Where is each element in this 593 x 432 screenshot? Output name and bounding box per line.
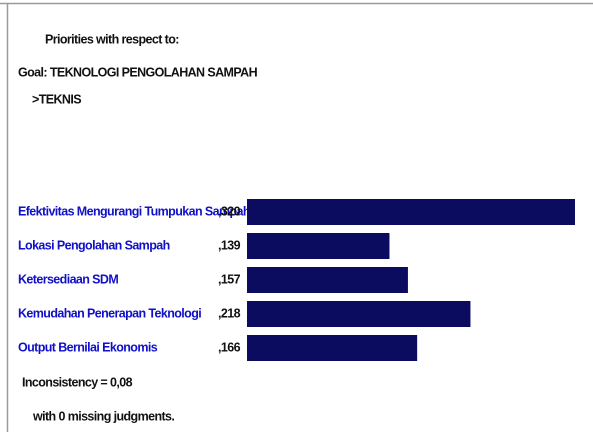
- inconsistency: Inconsistency = 0,08: [22, 375, 133, 389]
- title: Priorities with respect to:: [45, 32, 179, 46]
- category-label: Ketersediaan SDM: [18, 272, 118, 286]
- missing-judgments: with 0 missing judgments.: [32, 409, 174, 423]
- category-label: Efektivitas Mengurangi Tumpukan Sampah: [18, 204, 250, 218]
- value-label: ,139: [218, 238, 241, 252]
- bar: [247, 233, 390, 259]
- value-label: ,157: [218, 272, 241, 286]
- category-label: Output Bernilai Ekonomis: [18, 340, 158, 354]
- goal-line: Goal: TEKNOLOGI PENGOLAHAN SAMPAH: [18, 65, 258, 79]
- bar: [247, 335, 418, 361]
- category-label: Lokasi Pengolahan Sampah: [18, 238, 170, 252]
- bar: [247, 301, 471, 327]
- category-label: Kemudahan Penerapan Teknologi: [18, 306, 201, 320]
- bar: [247, 267, 408, 293]
- value-label: ,218: [218, 306, 241, 320]
- value-label: ,166: [218, 340, 241, 354]
- node-line: >TEKNIS: [32, 92, 81, 106]
- value-label: ,320: [218, 204, 241, 218]
- bar: [247, 199, 575, 225]
